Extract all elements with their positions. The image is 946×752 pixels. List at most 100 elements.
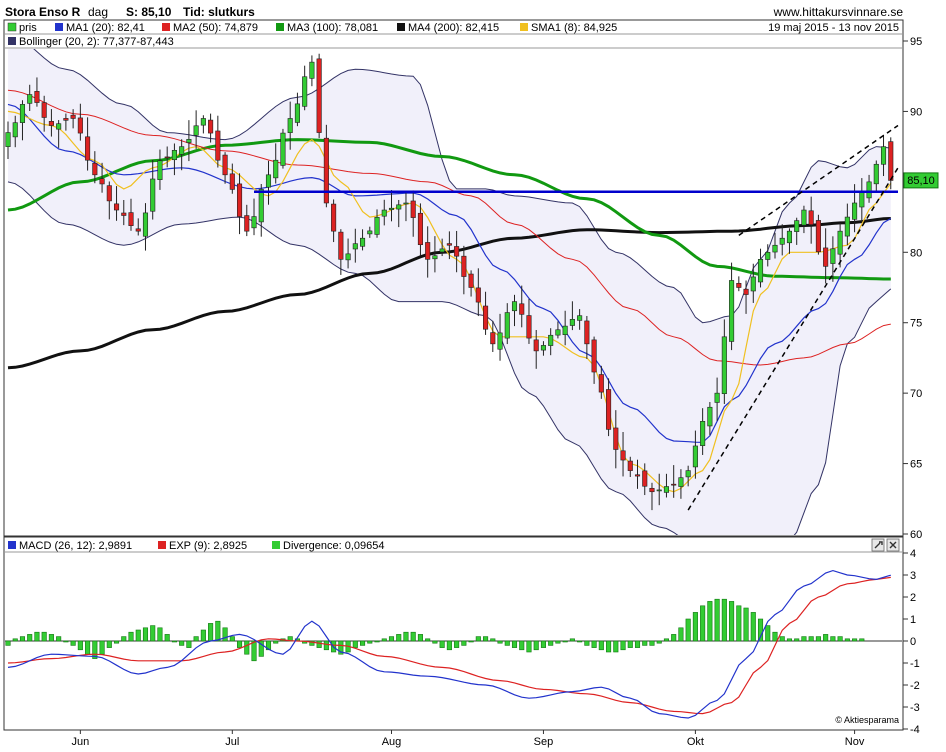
candle xyxy=(19,100,26,141)
macd-tick-label: 4 xyxy=(910,548,916,560)
candle-body xyxy=(48,121,54,126)
price-tick-label: 60 xyxy=(910,529,922,541)
candle xyxy=(794,217,800,245)
divergence-bar xyxy=(533,640,539,651)
divergence-bar xyxy=(396,634,402,642)
divergence-bar xyxy=(606,640,612,653)
candle-body xyxy=(700,421,706,446)
price-tick-label: 70 xyxy=(910,388,922,400)
candle-body xyxy=(678,477,684,487)
price-tick-label: 75 xyxy=(910,318,922,330)
candle xyxy=(750,263,756,303)
candle-body xyxy=(736,282,742,288)
divergence-bar xyxy=(316,640,322,648)
divergence-bar xyxy=(171,640,177,643)
candle-body xyxy=(685,470,691,478)
divergence-bar xyxy=(99,640,105,655)
price-tick-label: 80 xyxy=(910,247,922,259)
candle-body xyxy=(526,315,532,339)
divergence-bar xyxy=(634,640,641,648)
candle-body xyxy=(852,202,858,220)
candle-body xyxy=(396,204,402,210)
candle-body xyxy=(193,125,199,136)
candle xyxy=(606,378,612,437)
candle-body xyxy=(113,203,120,211)
divergence-bar xyxy=(663,638,669,642)
candle xyxy=(634,459,641,489)
candle-body xyxy=(511,301,518,312)
candle xyxy=(367,226,373,238)
candle-body xyxy=(331,203,337,232)
candle-body xyxy=(577,315,583,321)
legend-swatch-bollinger xyxy=(8,37,16,45)
candle xyxy=(468,270,474,297)
candle xyxy=(410,190,416,237)
divergence-bar xyxy=(229,636,235,642)
candle xyxy=(309,55,315,87)
price-plot-area xyxy=(5,49,899,535)
candle xyxy=(352,228,358,263)
candle xyxy=(888,137,894,190)
candle xyxy=(533,329,539,369)
candle-body xyxy=(323,137,329,204)
divergence-bar xyxy=(92,640,98,659)
candle-body xyxy=(237,183,243,217)
divergence-bar xyxy=(765,625,771,642)
candle xyxy=(417,203,423,256)
candle xyxy=(323,124,329,208)
divergence-bar xyxy=(540,640,546,648)
candle xyxy=(548,328,554,356)
candle-body xyxy=(490,332,496,345)
candle-body xyxy=(750,276,756,292)
candle xyxy=(186,120,192,162)
candle xyxy=(381,199,387,226)
candle-body xyxy=(215,130,221,161)
site-url[interactable]: www.hittakursvinnare.se xyxy=(773,5,904,19)
divergence-bar xyxy=(432,640,438,644)
divergence-bar xyxy=(113,640,120,644)
close-icon[interactable] xyxy=(886,538,900,552)
candle-body xyxy=(598,374,604,393)
candle xyxy=(649,482,655,511)
legend-swatch-ma3 xyxy=(276,23,284,31)
divergence-bar xyxy=(222,627,228,642)
divergence-bar xyxy=(548,640,554,646)
divergence-bar xyxy=(258,640,264,657)
candle xyxy=(200,115,206,134)
candle-body xyxy=(830,248,836,264)
candle-body xyxy=(251,216,257,229)
wrench-icon[interactable] xyxy=(871,538,885,552)
macd-axis: -4 -3 -2 -1 0 1 2 3 4 xyxy=(903,548,920,736)
divergence-bar xyxy=(519,640,525,651)
divergence-bar xyxy=(757,618,764,642)
candle-body xyxy=(19,104,26,123)
divergence-bar xyxy=(649,640,655,646)
divergence-bar xyxy=(750,612,756,642)
candle xyxy=(128,198,134,231)
candle xyxy=(591,336,597,384)
x-tick-label: Aug xyxy=(382,736,402,748)
candle-body xyxy=(794,220,800,232)
candle-body xyxy=(591,339,597,373)
divergence-bar xyxy=(237,640,243,648)
candle-body xyxy=(171,149,177,161)
divergence-bar xyxy=(48,634,54,642)
candle xyxy=(425,226,431,278)
divergence-bar xyxy=(403,631,409,642)
legend-swatch-exp xyxy=(158,541,166,549)
legend-ma3: MA3 (100): 78,081 xyxy=(287,22,378,34)
candle-body xyxy=(273,159,279,179)
candle xyxy=(584,315,590,359)
candle-body xyxy=(569,319,575,326)
legend-ma2: MA2 (50): 74,879 xyxy=(173,22,258,34)
candle-body xyxy=(106,185,112,202)
candle-body xyxy=(663,486,669,493)
candle-body xyxy=(823,247,829,267)
candle-body xyxy=(34,91,40,103)
divergence-bar xyxy=(309,640,315,646)
divergence-bar xyxy=(801,636,807,642)
candle-body xyxy=(164,156,170,159)
close-label: S: 85,10 xyxy=(126,5,172,19)
divergence-bar xyxy=(671,634,677,642)
